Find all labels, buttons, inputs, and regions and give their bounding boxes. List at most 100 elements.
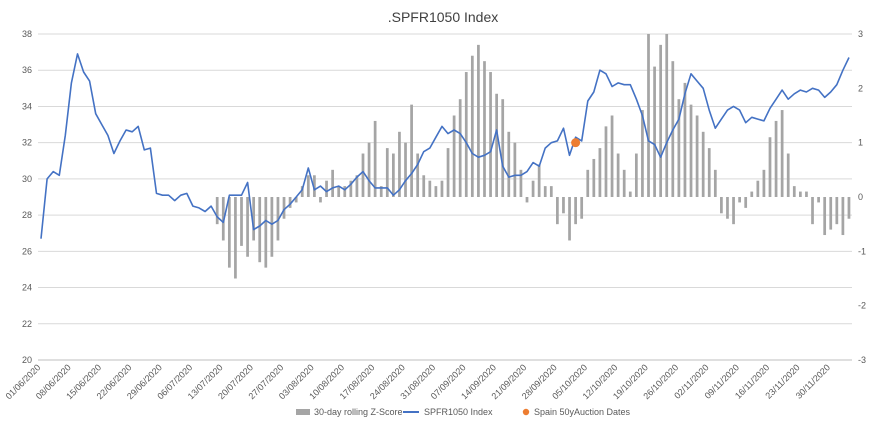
zscore-bar xyxy=(349,180,353,197)
zscore-bar xyxy=(495,93,499,197)
legend-swatch-zscore xyxy=(296,409,310,415)
zscore-bar xyxy=(713,169,717,197)
y-tick-label: 24 xyxy=(22,283,32,293)
zscore-bar xyxy=(720,197,723,214)
zscore-bar xyxy=(240,197,243,246)
zscore-bar xyxy=(525,197,529,203)
zscore-bar xyxy=(270,197,274,257)
zscore-bar xyxy=(574,197,577,225)
zscore-bar xyxy=(634,153,638,197)
zscore-bar xyxy=(531,180,535,197)
zscore-bar xyxy=(246,197,249,257)
zscore-bar xyxy=(306,175,310,197)
zscore-bar xyxy=(647,34,650,197)
zscore-bar xyxy=(750,191,754,197)
zscore-bar xyxy=(294,197,298,203)
y2-tick-label: 0 xyxy=(858,192,863,202)
zscore-bar xyxy=(470,55,474,197)
zscore-bar xyxy=(805,191,808,197)
zscore-bar xyxy=(604,126,608,197)
zscore-bar xyxy=(252,197,256,241)
zscore-bar xyxy=(319,197,322,203)
zscore-bar xyxy=(823,197,827,236)
zscore-bar xyxy=(756,180,760,197)
zscore-bar xyxy=(507,131,511,197)
y-tick-label: 22 xyxy=(22,319,32,329)
zscore-bar xyxy=(780,110,784,197)
zscore-bar xyxy=(391,153,395,197)
zscore-bar xyxy=(689,104,693,197)
zscore-bar xyxy=(361,153,365,197)
y-tick-label: 32 xyxy=(22,138,32,148)
zscore-bar xyxy=(221,197,225,241)
zscore-bar xyxy=(628,191,632,197)
zscore-bar xyxy=(665,34,669,197)
zscore-bar xyxy=(792,186,796,197)
y2-tick-label: 2 xyxy=(858,83,863,93)
zscore-bar xyxy=(798,191,802,197)
y-tick-label: 28 xyxy=(22,210,32,220)
zscore-bar xyxy=(598,148,602,197)
zscore-bar xyxy=(592,158,596,197)
zscore-bar xyxy=(519,169,523,197)
y-tick-label: 26 xyxy=(22,246,32,256)
zscore-bar xyxy=(434,186,438,197)
zscore-bar xyxy=(732,197,735,225)
zscore-bar xyxy=(477,44,480,197)
zscore-bar xyxy=(416,153,420,197)
zscore-bar xyxy=(501,99,505,197)
zscore-bar xyxy=(464,72,468,197)
zscore-bar xyxy=(215,197,219,225)
legend-label-auction: Spain 50yAuction Dates xyxy=(534,407,631,417)
zscore-bar xyxy=(811,197,814,225)
legend-swatch-auction xyxy=(522,408,530,416)
zscore-bar xyxy=(543,186,547,197)
zscore-bar xyxy=(282,197,286,219)
zscore-bar xyxy=(580,197,584,219)
zscore-bar xyxy=(404,142,407,197)
zscore-bar xyxy=(258,197,262,263)
zscore-bar xyxy=(641,110,644,197)
zscore-bar xyxy=(556,197,559,225)
gridlines xyxy=(38,33,852,361)
zscore-bar xyxy=(422,175,426,197)
zscore-bar xyxy=(373,120,377,197)
zscore-bar xyxy=(398,131,401,197)
y-tick-label: 20 xyxy=(22,355,32,365)
zscore-bar xyxy=(379,186,383,197)
zscore-bar xyxy=(446,148,450,197)
y-tick-label: 38 xyxy=(22,29,32,39)
zscore-bar xyxy=(622,169,626,197)
zscore-bar xyxy=(343,186,347,197)
zscore-bar xyxy=(610,115,614,197)
zscore-bar xyxy=(385,148,389,197)
auction-points xyxy=(571,138,581,148)
y2-tick-label: -2 xyxy=(858,301,866,311)
zscore-bar xyxy=(695,115,699,197)
zscore-bar xyxy=(774,120,778,197)
zscore-bar xyxy=(264,197,268,268)
zscore-bar xyxy=(841,197,845,236)
zscore-bars xyxy=(215,34,851,279)
zscore-bar xyxy=(331,169,334,197)
zscore-bar xyxy=(337,186,341,197)
zscore-bar xyxy=(738,197,741,203)
legend: 30-day rolling Z-Score SPFR1050 Index Spai… xyxy=(296,407,631,417)
auction-point xyxy=(571,138,581,148)
zscore-bar xyxy=(537,164,541,197)
y2-tick-label: -3 xyxy=(858,355,866,365)
zscore-bar xyxy=(549,186,553,197)
zscore-bar xyxy=(355,175,359,197)
zscore-bar xyxy=(440,180,444,197)
zscore-bar xyxy=(325,180,328,197)
y2-tick-label: -1 xyxy=(858,246,866,256)
zscore-bar xyxy=(452,115,456,197)
zscore-bar xyxy=(835,197,839,225)
legend-label-zscore: 30-day rolling Z-Score xyxy=(314,407,403,417)
zscore-bar xyxy=(847,197,851,219)
chart-title: .SPFR1050 Index xyxy=(388,9,499,25)
y-tick-label: 34 xyxy=(22,101,32,111)
zscore-bar xyxy=(313,175,316,197)
zscore-bar xyxy=(786,153,790,197)
